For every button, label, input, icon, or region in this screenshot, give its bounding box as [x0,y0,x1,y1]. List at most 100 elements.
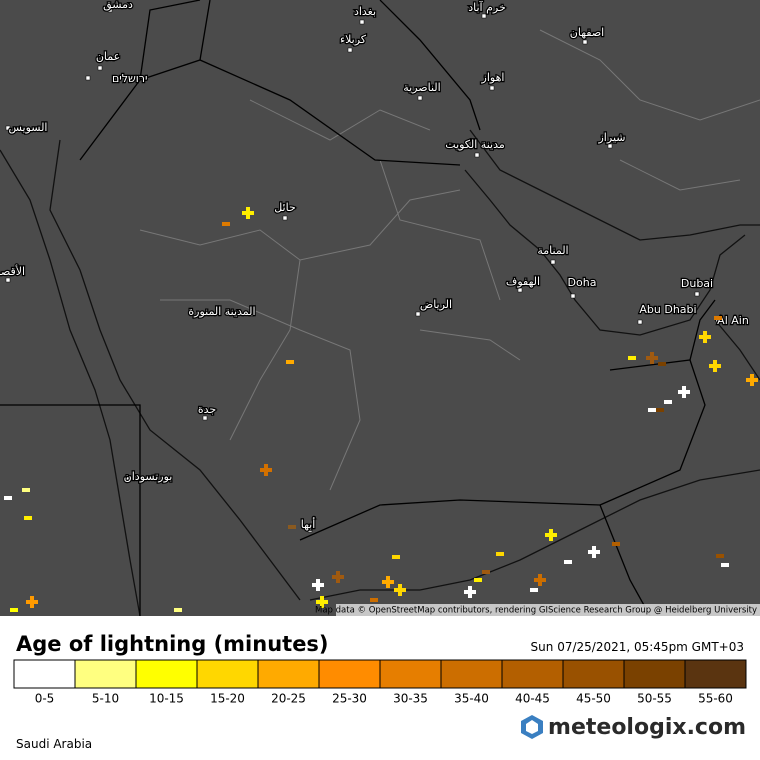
legend-title: Age of lightning (minutes) [16,632,329,656]
attribution-background [336,604,760,616]
lightning-strike [628,356,636,360]
legend-label: 10-15 [149,692,184,706]
city-label: مدينة الكويت [445,138,505,151]
city-marker [489,85,495,91]
legend-label: 5-10 [92,692,119,706]
city-label: السويس [9,121,48,134]
region-label: Saudi Arabia [16,737,93,751]
legend-label: 0-5 [35,692,55,706]
lightning-strike [312,579,324,591]
legend-label: 15-20 [210,692,245,706]
city-marker [97,65,103,71]
lightning-strike [658,362,666,366]
lightning-strike [646,352,658,364]
lightning-strike [588,546,600,558]
map: دمشق بغداد خرم آباد كربلاء اصفهان عمان ירושלים… [0,0,760,616]
lightning-strike [648,408,656,412]
city-marker [359,19,365,25]
lightning-strike [174,608,182,612]
coastlines [0,129,760,616]
cities: دمشق بغداد خرم آباد كربلاء اصفهان عمان ירושלים… [0,0,750,533]
lightning-strike [564,560,572,564]
city-label: بورتسودان [124,470,173,483]
lightning-strike [474,578,482,582]
lightning-strike [382,576,394,588]
city-label: جدة [198,403,216,416]
lightning-strike [530,588,538,592]
lightning-strike [678,386,690,398]
lightning-strike [26,596,38,608]
city-marker [249,311,255,317]
lightning-strike [242,207,254,219]
city-marker [570,293,576,299]
lightning-strike [394,584,406,596]
lightning-strike [714,316,722,320]
city-marker [124,475,130,481]
city-marker [5,125,11,131]
legend-label: 40-45 [515,692,550,706]
legend-swatch [318,659,381,689]
city-label: المدينة المنورة [188,305,255,318]
lightning-strike [370,598,378,602]
lightning-strike [10,608,18,612]
legend-label: 30-35 [393,692,428,706]
lightning-strike [286,360,294,364]
city-label: حائل [274,201,296,214]
city-marker [347,47,353,53]
legend-swatch [623,659,686,689]
lightning-strike [482,570,490,574]
city-marker [415,311,421,317]
city-marker [107,7,113,13]
brand-logo [521,715,544,739]
lightning-strike [664,400,672,404]
lightning-strike [332,571,344,583]
city-marker [474,152,480,158]
lightning-strike [22,488,30,492]
city-marker [550,259,556,265]
city-label: كربلاء [340,33,367,46]
legend-swatch [13,659,76,689]
legend-label: 25-30 [332,692,367,706]
legend-swatch [379,659,442,689]
city-marker [202,415,208,421]
city-marker [582,39,588,45]
lightning-strike [496,552,504,556]
city-marker [85,75,91,81]
city-marker [637,319,643,325]
lightning-strike [746,374,758,386]
city-marker [481,13,487,19]
brand: meteologix.com [520,714,746,740]
city-marker [517,287,523,293]
city-marker [607,143,613,149]
lightning-strike [4,496,12,500]
city-label: خرم آباد [468,0,506,14]
city-label: الهفوف [506,275,540,288]
city-label: عمان [96,50,120,63]
legend-swatch [562,659,625,689]
legend-swatch [74,659,137,689]
city-label: اهواز [481,71,505,84]
city-label: بغداد [354,5,376,18]
legend-swatch [684,659,747,689]
city-label: دمشق [103,0,133,12]
city-marker [307,527,313,533]
city-label: Abu Dhabi [639,303,696,316]
legend-swatch [501,659,564,689]
legend-label: 35-40 [454,692,489,706]
lightning-strike [260,464,272,476]
city-label: الأقصر [0,264,25,278]
city-label: اصفهان [570,26,604,39]
city-marker [694,291,700,297]
city-label: ירושלים [112,72,147,85]
legend-swatch [135,659,198,689]
city-label: Doha [568,276,597,289]
lightning-strike [699,331,711,343]
city-label: Dubai [681,277,713,290]
map-background [0,0,760,616]
lightning-strike [709,360,721,372]
admin-borders [139,29,760,491]
city-label: الناصرية [403,81,440,94]
legend-swatch [257,659,320,689]
city-label: أبها [301,517,316,531]
